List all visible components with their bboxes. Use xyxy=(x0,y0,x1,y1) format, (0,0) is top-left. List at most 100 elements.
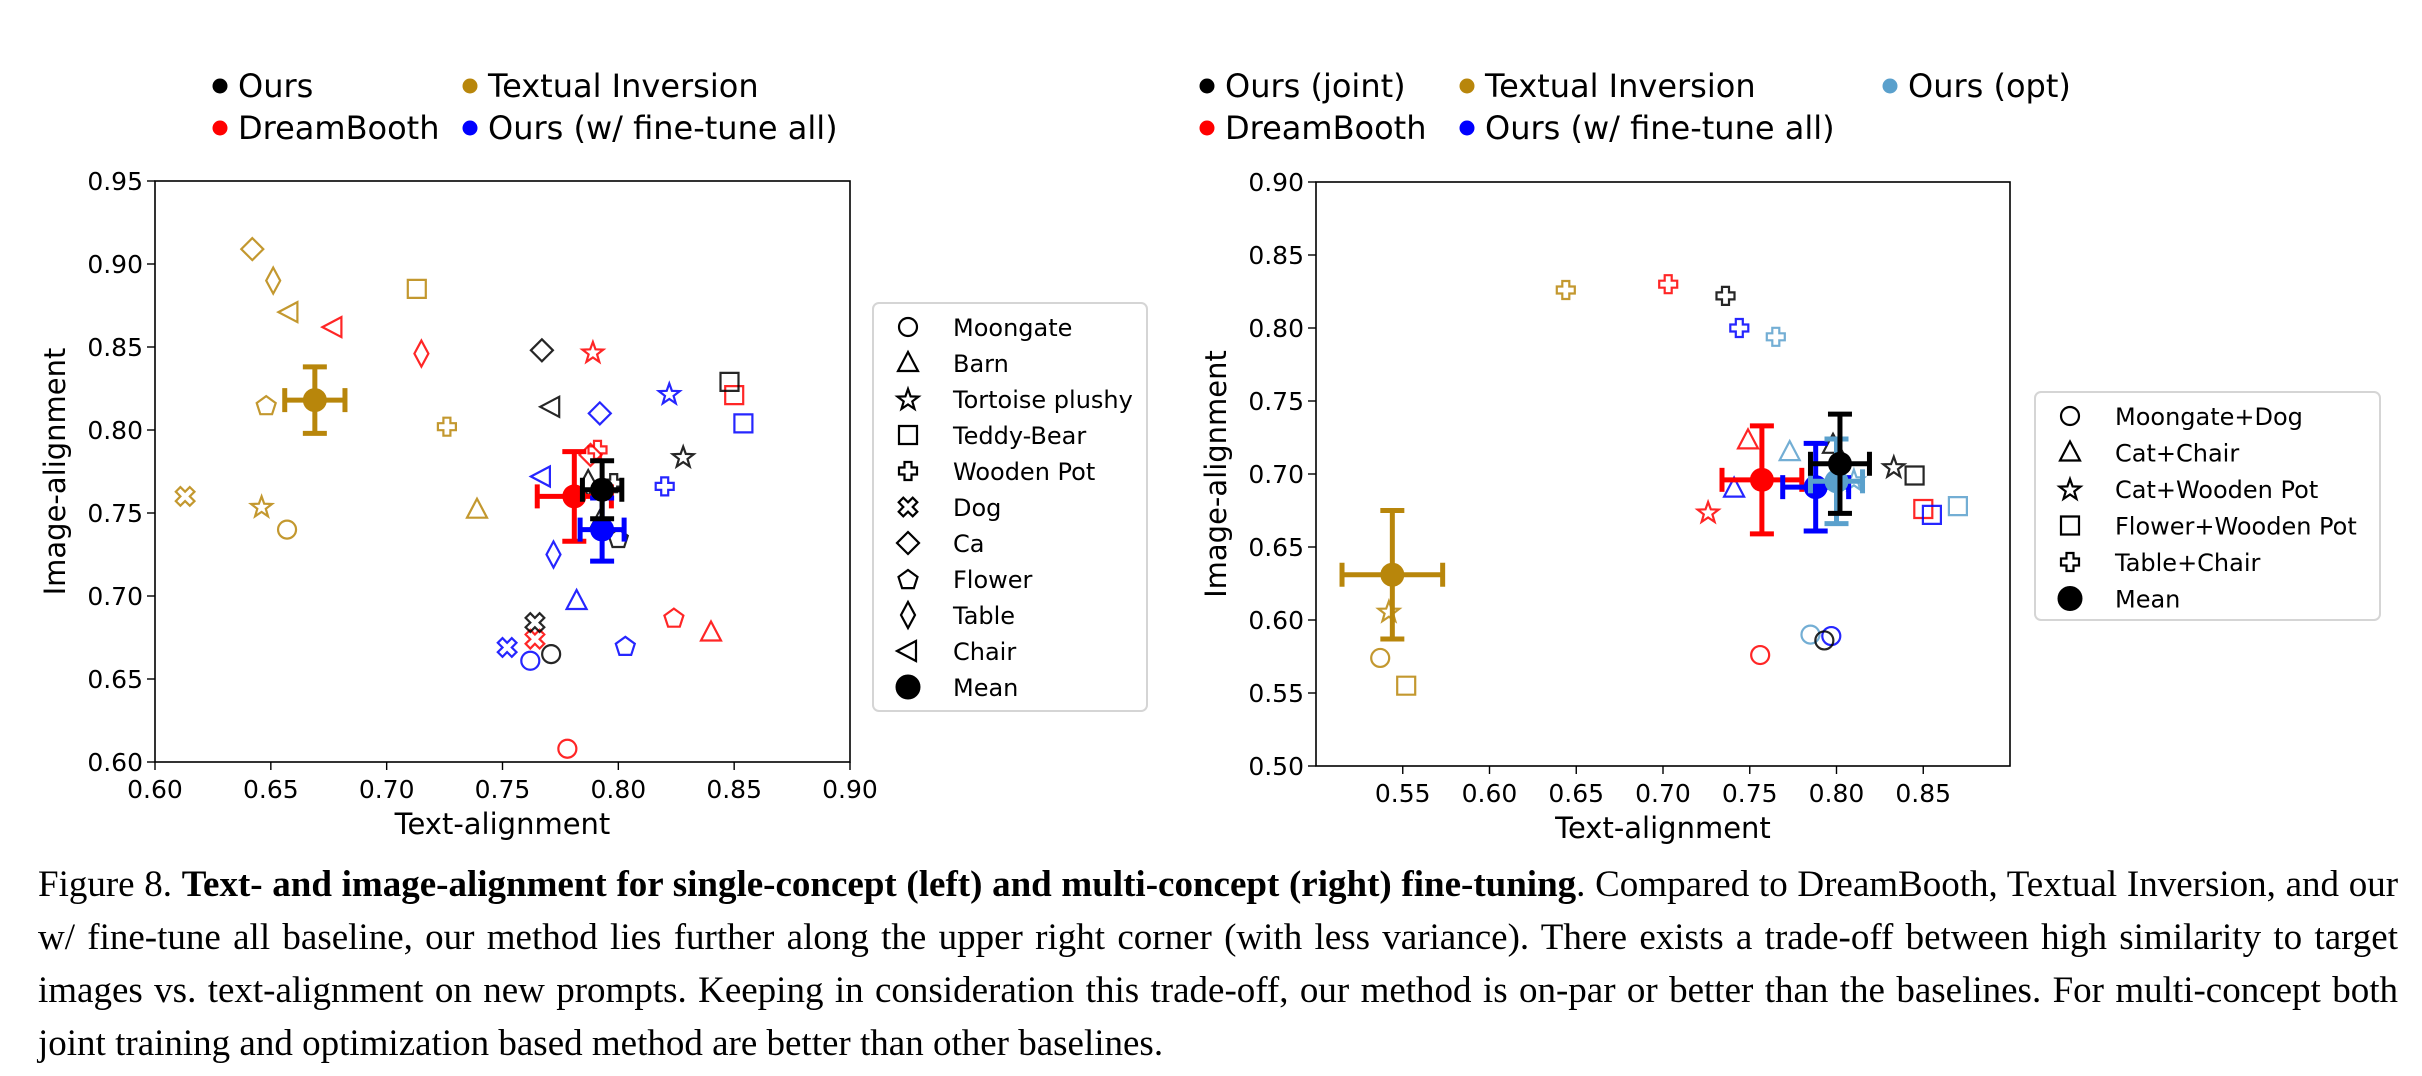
data-point xyxy=(545,539,562,570)
data-point xyxy=(1375,597,1403,624)
legend-color-dot xyxy=(1459,78,1475,94)
data-point xyxy=(524,628,546,651)
y-tick-label: 0.95 xyxy=(87,167,143,196)
x-tick-label: 0.75 xyxy=(475,775,531,804)
marker-legend-label: Flower xyxy=(953,566,1033,594)
series-textual-inversion xyxy=(1370,279,1576,696)
y-tick-label: 0.55 xyxy=(1248,679,1304,708)
data-point xyxy=(276,300,299,324)
y-tick-label: 0.60 xyxy=(87,748,143,777)
marker-legend: Moongate+Dog Cat+Chair Cat+Wooden Pot Flowe… xyxy=(2034,391,2381,621)
figure-caption: Figure 8. Text- and image-alignment for … xyxy=(38,858,2398,1070)
y-tick-label: 0.75 xyxy=(87,499,143,528)
x-tick-label: 0.60 xyxy=(1462,779,1518,808)
data-point xyxy=(413,338,430,369)
legend-marker-triangle-up-icon xyxy=(2058,439,2082,462)
mean-point xyxy=(590,517,615,542)
data-point xyxy=(654,476,675,497)
data-point xyxy=(520,650,541,671)
data-point xyxy=(248,493,276,519)
mean-point xyxy=(1827,451,1852,476)
y-tick-label: 0.90 xyxy=(87,250,143,279)
legend-marker-diamond-icon xyxy=(895,530,921,556)
y-tick-label: 0.75 xyxy=(1248,387,1304,416)
data-point xyxy=(1750,644,1771,666)
data-point xyxy=(1555,279,1576,301)
data-point xyxy=(724,385,745,406)
plot-frame xyxy=(154,180,851,763)
data-point xyxy=(541,643,562,665)
data-point xyxy=(1694,498,1722,525)
mean-point xyxy=(590,477,615,502)
marker-legend-label: Barn xyxy=(953,350,1009,378)
marker-legend-label: Tortoise plushy xyxy=(952,386,1133,414)
legend-color-dot xyxy=(1882,78,1898,94)
legend-label: Ours (w/ fine-tune all) xyxy=(488,109,838,147)
legend-label: DreamBooth xyxy=(1225,109,1427,147)
marker-legend-label: Chair xyxy=(953,638,1016,666)
marker-legend-label: Mean xyxy=(2115,586,2180,614)
marker-legend-label: Cat+Wooden Pot xyxy=(2115,476,2318,504)
y-tick-label: 0.70 xyxy=(1248,460,1304,489)
x-tick-label: 0.85 xyxy=(1895,779,1951,808)
marker-legend-label: Mean xyxy=(953,674,1018,702)
data-point xyxy=(1921,504,1943,526)
data-point xyxy=(1814,630,1835,651)
legend-label: Textual Inversion xyxy=(487,67,759,105)
data-point xyxy=(1715,285,1736,306)
mean-errorbar xyxy=(1339,508,1446,642)
x-tick-label: 0.70 xyxy=(1635,779,1691,808)
y-tick-label: 0.90 xyxy=(1248,168,1304,197)
data-point xyxy=(669,443,697,470)
caption-bold-title: Text- and image-alignment for single-con… xyxy=(181,864,1577,905)
data-point xyxy=(564,587,589,611)
data-point xyxy=(1736,427,1760,450)
legend-color-dot xyxy=(1199,120,1215,136)
data-point xyxy=(587,400,613,426)
marker-legend-box xyxy=(872,302,1148,712)
data-point xyxy=(528,464,552,489)
legend-label: DreamBooth xyxy=(238,109,440,147)
y-tick-label: 0.85 xyxy=(1248,241,1304,270)
legend-marker-pentagon-icon xyxy=(897,568,919,590)
marker-legend-label: Table+Chair xyxy=(2114,549,2261,577)
x-tick-label: 0.75 xyxy=(1722,779,1778,808)
data-point xyxy=(1722,475,1746,498)
data-point xyxy=(406,278,427,299)
mean-point xyxy=(1380,562,1405,587)
data-point xyxy=(614,635,637,657)
data-point xyxy=(579,338,607,365)
data-point xyxy=(733,413,754,434)
legend-marker-x-icon xyxy=(897,496,919,518)
data-point xyxy=(1370,647,1391,669)
x-tick-label: 0.80 xyxy=(1809,779,1865,808)
series-ours-w-fine-tune-all- xyxy=(496,380,754,671)
series-dreambooth xyxy=(1658,274,1934,666)
series-ours-w-fine-tune-all- xyxy=(1722,317,1943,647)
method-legend: Ours (joint) Textual Inversion Ours (opt) D… xyxy=(1199,67,2071,147)
marker-legend-label: Moongate+Dog xyxy=(2115,403,2303,431)
data-point xyxy=(1777,438,1802,462)
mean-errorbar xyxy=(1807,411,1872,516)
data-point xyxy=(276,519,298,540)
y-tick-label: 0.85 xyxy=(87,333,143,362)
legend-label: Ours xyxy=(238,67,313,105)
data-point xyxy=(1729,317,1750,339)
mean-errorbar xyxy=(579,458,625,522)
data-point xyxy=(1800,624,1821,645)
legend-marker-filled-circle-icon xyxy=(895,674,921,700)
legend-color-dot xyxy=(212,120,228,136)
legend-label: Ours (joint) xyxy=(1225,67,1406,105)
right-chart-multi-concept: 0.55 0.60 0.65 0.70 0.75 0.80 0.85 0.50 0.55 0.60… xyxy=(1199,67,2381,845)
data-point xyxy=(1947,496,1969,517)
mean-errorbar xyxy=(577,495,627,564)
legend-label: Textual Inversion xyxy=(1484,67,1756,105)
legend-label: Ours (opt) xyxy=(1908,67,2071,105)
data-point xyxy=(529,337,555,363)
marker-legend-label: Flower+Wooden Pot xyxy=(2115,513,2357,541)
marker-legend-label: Ca xyxy=(953,530,984,558)
x-tick-label: 0.55 xyxy=(1375,779,1431,808)
data-point xyxy=(1396,675,1417,696)
marker-legend-label: Wooden Pot xyxy=(953,458,1095,486)
